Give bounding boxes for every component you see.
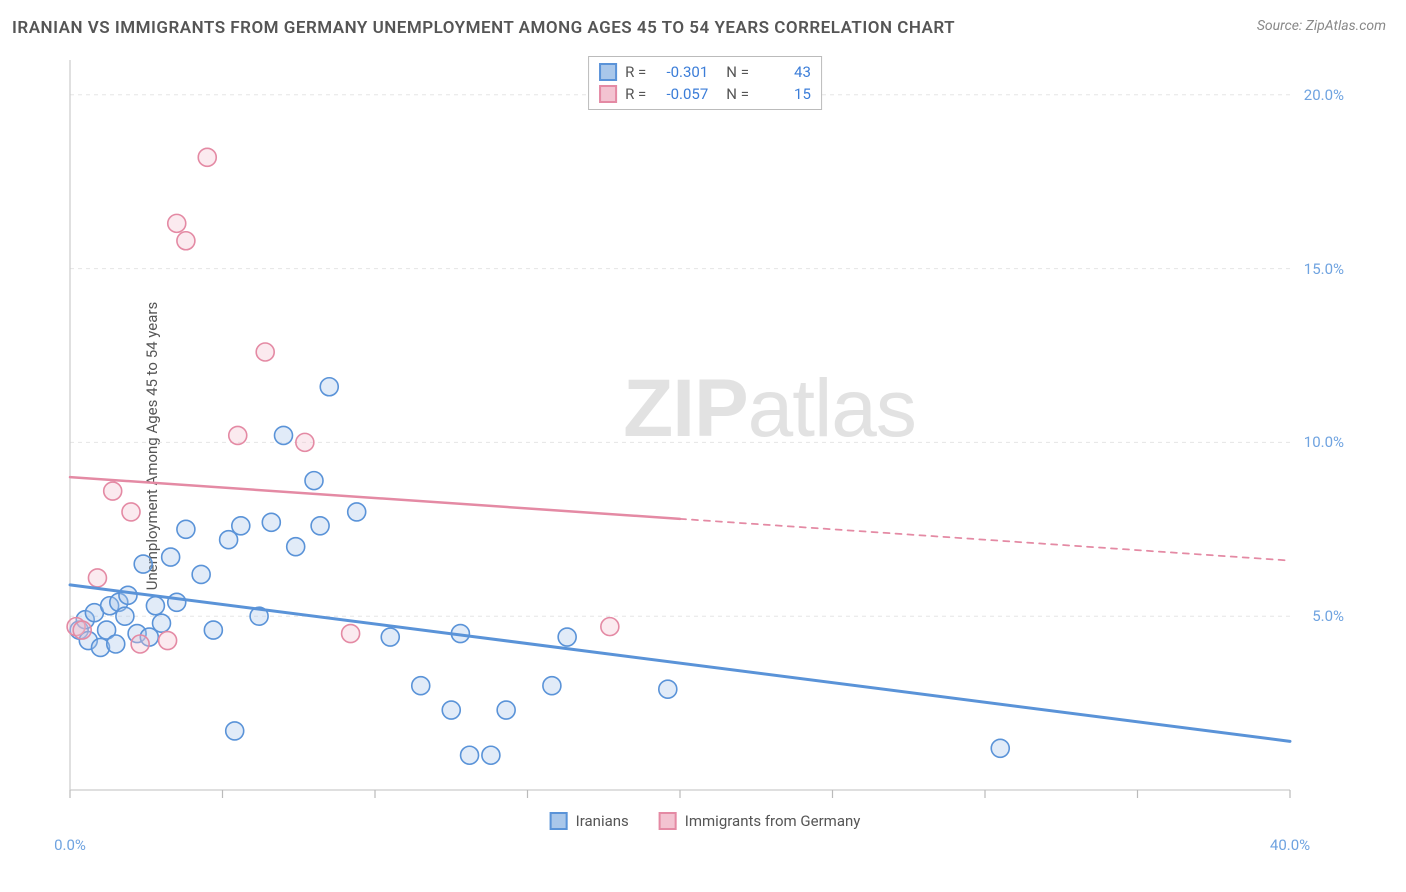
legend-n-label: N = (726, 83, 749, 105)
scatter-chart-svg (60, 50, 1350, 830)
legend-r-label: R = (625, 83, 646, 105)
legend-r-label: R = (625, 61, 646, 83)
y-tick-label: 5.0% (1312, 607, 1344, 625)
source-attribution: Source: ZipAtlas.com (1257, 18, 1386, 34)
legend-n-value: 43 (761, 61, 811, 83)
legend-r-value: -0.301 (658, 61, 708, 83)
correlation-legend: R = -0.301 N = 43 R = -0.057 N = 15 (588, 56, 822, 110)
plot-area: ZIPatlas R =-0.301N =43R =-0.057N =15 Ir… (60, 50, 1350, 830)
legend-swatch (599, 63, 617, 81)
x-tick-label: 0.0% (54, 836, 86, 854)
legend-swatch (659, 812, 677, 830)
chart-title: IRANIAN VS IMMIGRANTS FROM GERMANY UNEMP… (12, 18, 955, 38)
legend-r-value: -0.057 (658, 83, 708, 105)
y-tick-label: 15.0% (1304, 260, 1344, 278)
x-tick-label: 40.0% (1270, 836, 1310, 854)
legend-series-item: Iranians (550, 812, 629, 830)
legend-stat-row: R = -0.301 N = 43 (599, 61, 811, 83)
legend-series-label: Immigrants from Germany (685, 812, 861, 830)
chart-container: IRANIAN VS IMMIGRANTS FROM GERMANY UNEMP… (0, 0, 1406, 892)
legend-n-value: 15 (761, 83, 811, 105)
series-legend: Iranians Immigrants from Germany (550, 812, 861, 830)
legend-stat-row: R = -0.057 N = 15 (599, 83, 811, 105)
legend-series-item: Immigrants from Germany (659, 812, 861, 830)
y-tick-label: 20.0% (1304, 86, 1344, 104)
legend-series-label: Iranians (576, 812, 629, 830)
y-tick-label: 10.0% (1304, 433, 1344, 451)
legend-swatch (550, 812, 568, 830)
legend-n-label: N = (726, 61, 749, 83)
legend-swatch (599, 85, 617, 103)
